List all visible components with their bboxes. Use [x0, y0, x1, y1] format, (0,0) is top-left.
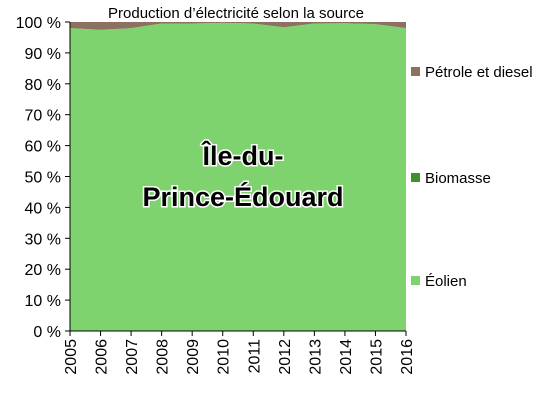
legend-label: Biomasse [425, 170, 491, 187]
y-tick-label: 50 % [25, 170, 61, 187]
province-label: Île-du- Prince-Édouard [141, 139, 345, 214]
chart-title: Production d’électricité selon la source [108, 5, 364, 22]
y-tick-label: 80 % [25, 77, 61, 94]
province-label-line-2: Prince-Édouard [142, 181, 343, 212]
province-label-line-1: Île-du- [201, 140, 284, 171]
y-tick-label: 70 % [25, 108, 61, 125]
plot-areas [70, 22, 406, 332]
x-tick-label: 2010 [216, 339, 233, 375]
x-tick-label: 2008 [155, 339, 172, 375]
series-area-0 [70, 22, 406, 332]
y-axis-ticks: 0 % 10 % 20 % 30 % 40 % 50 % 60 % 70 % 80 % 90 % 1… [16, 15, 70, 341]
x-tick-label: 2015 [368, 339, 385, 375]
x-tick-label: 2012 [277, 339, 294, 375]
x-tick-label: 2006 [94, 339, 111, 375]
x-tick-label: 2005 [63, 339, 80, 375]
y-tick-label: 60 % [25, 139, 61, 156]
legend-label: Pétrole et diesel [425, 64, 533, 81]
x-tick-label: 2016 [399, 339, 416, 375]
x-tick-label: 2011 [246, 339, 263, 374]
y-tick-label: 30 % [25, 231, 61, 248]
legend-label: Éolien [425, 273, 467, 290]
y-tick-label: 20 % [25, 262, 61, 279]
legend-swatch [411, 173, 420, 182]
y-tick-label: 100 % [16, 15, 61, 32]
x-tick-label: 2009 [185, 339, 202, 375]
x-tick-label: 2014 [338, 339, 355, 375]
legend-swatch [411, 67, 420, 76]
series-area-2 [70, 22, 406, 30]
legend: Pétrole et diesel Biomasse Éolien [411, 64, 533, 290]
y-tick-label: 40 % [25, 200, 61, 217]
y-tick-label: 10 % [25, 293, 61, 310]
y-tick-label: 90 % [25, 46, 61, 63]
legend-swatch [411, 276, 420, 285]
x-tick-label: 2013 [307, 339, 324, 375]
y-tick-label: 0 % [33, 324, 61, 341]
x-axis-ticks: 2005 2006 2007 2008 2009 2010 2011 2012 2013 2014… [63, 331, 416, 375]
x-tick-label: 2007 [124, 339, 141, 375]
